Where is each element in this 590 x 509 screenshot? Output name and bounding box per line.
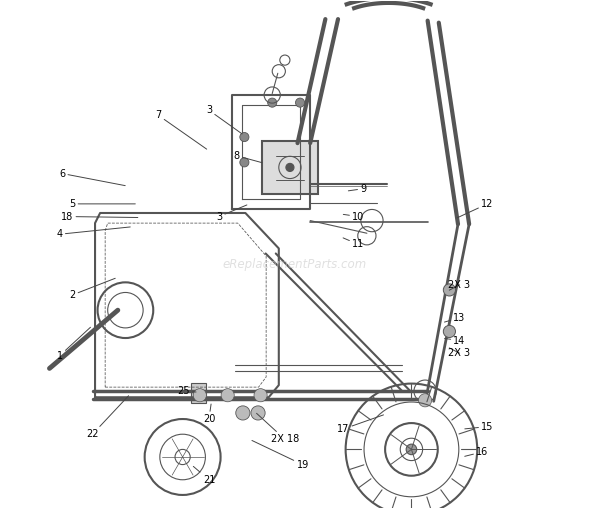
Circle shape bbox=[236, 406, 250, 420]
Text: 3: 3 bbox=[206, 105, 242, 134]
Circle shape bbox=[254, 389, 267, 402]
Circle shape bbox=[443, 325, 455, 337]
Text: 2X 18: 2X 18 bbox=[257, 413, 299, 444]
Circle shape bbox=[418, 393, 432, 407]
Text: 19: 19 bbox=[252, 440, 309, 470]
Text: 16: 16 bbox=[465, 447, 489, 457]
Circle shape bbox=[221, 389, 234, 402]
Text: 3: 3 bbox=[216, 205, 247, 221]
Text: 4: 4 bbox=[57, 227, 130, 239]
Text: 2: 2 bbox=[69, 278, 115, 300]
Text: 7: 7 bbox=[155, 110, 206, 149]
Text: 25: 25 bbox=[178, 386, 196, 396]
FancyBboxPatch shape bbox=[262, 140, 318, 194]
Text: eReplacementParts.com: eReplacementParts.com bbox=[223, 258, 367, 271]
Text: 22: 22 bbox=[86, 395, 129, 439]
Text: 8: 8 bbox=[234, 151, 262, 163]
Text: 21: 21 bbox=[194, 466, 215, 485]
Text: 6: 6 bbox=[59, 168, 125, 186]
Circle shape bbox=[296, 98, 304, 107]
Circle shape bbox=[240, 132, 249, 142]
Text: 1: 1 bbox=[57, 327, 90, 361]
Circle shape bbox=[240, 158, 249, 167]
Circle shape bbox=[251, 406, 265, 420]
Text: 5: 5 bbox=[69, 199, 135, 209]
Text: 10: 10 bbox=[343, 212, 365, 221]
Text: 2X 3: 2X 3 bbox=[448, 348, 471, 358]
Circle shape bbox=[286, 163, 294, 172]
Circle shape bbox=[406, 444, 417, 455]
Text: 18: 18 bbox=[61, 212, 138, 221]
Text: 11: 11 bbox=[343, 238, 365, 249]
Text: 12: 12 bbox=[457, 199, 494, 218]
FancyBboxPatch shape bbox=[191, 383, 206, 403]
Circle shape bbox=[443, 284, 455, 296]
Text: 9: 9 bbox=[348, 184, 366, 194]
Text: 15: 15 bbox=[465, 421, 494, 432]
Circle shape bbox=[194, 389, 206, 402]
Circle shape bbox=[268, 98, 277, 107]
Text: 14: 14 bbox=[444, 335, 466, 346]
Text: 17: 17 bbox=[337, 415, 384, 434]
Text: 13: 13 bbox=[444, 313, 466, 323]
Text: 2X 3: 2X 3 bbox=[448, 280, 471, 290]
Text: 20: 20 bbox=[203, 404, 215, 424]
